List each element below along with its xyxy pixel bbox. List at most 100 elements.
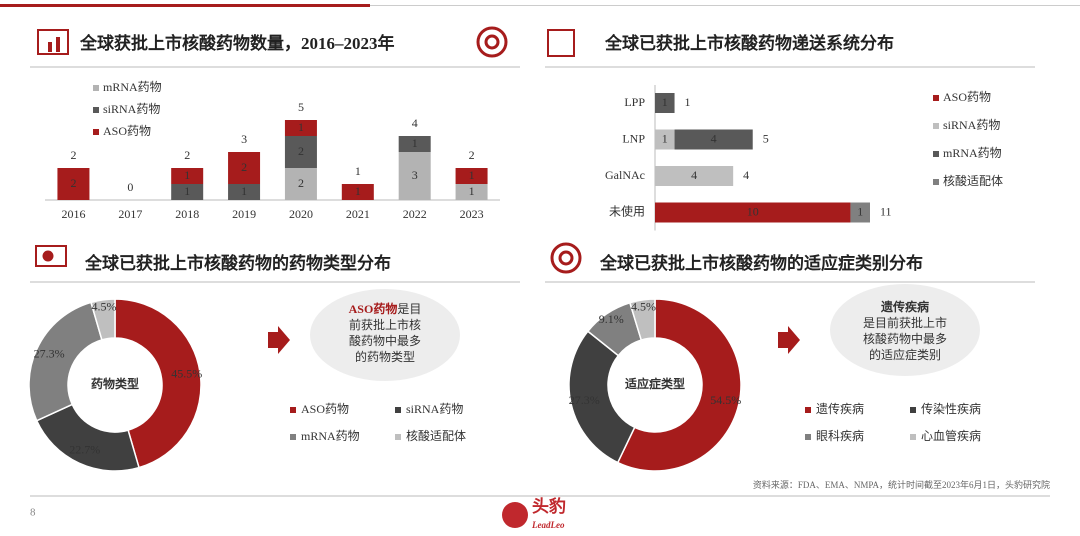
legend-label: 眼科疾病 — [816, 428, 864, 443]
bar-segment — [284, 136, 317, 168]
x-tick-label: 2019 — [232, 207, 256, 221]
legend-marker — [805, 434, 811, 440]
legend-label: 传染性疾病 — [921, 401, 981, 416]
donut-segment — [28, 301, 103, 422]
legend-marker — [933, 151, 939, 157]
logo-mark — [502, 502, 528, 528]
legend-marker — [93, 85, 99, 91]
section-title: 全球获批上市核酸药物数量，2016–2023年 — [79, 33, 395, 53]
total-label: 2 — [70, 148, 76, 162]
data-label: 27.3% — [569, 393, 600, 407]
legend-marker — [933, 123, 939, 129]
bar-segment — [850, 202, 870, 223]
donut-segment — [628, 298, 656, 341]
icon-bar — [56, 37, 60, 52]
bar-segment — [398, 136, 431, 152]
x-tick-label: 2016 — [61, 207, 85, 221]
icon-target — [484, 34, 500, 50]
data-label: 1 — [662, 95, 668, 109]
callout-text: 前获批上市核 — [349, 317, 421, 332]
data-label: 1 — [412, 136, 418, 150]
y-tick-label: LPP — [624, 95, 645, 109]
data-label: 27.3% — [34, 347, 65, 361]
bar-segment — [455, 184, 488, 200]
total-label: 1 — [355, 164, 361, 178]
data-label: 2 — [70, 176, 76, 190]
legend-marker — [395, 407, 401, 413]
callout-text: 的适应症类别 — [869, 347, 941, 362]
x-tick-label: 2021 — [346, 207, 370, 221]
legend-marker — [395, 434, 401, 440]
legend-marker — [290, 434, 296, 440]
icon-pie — [42, 250, 54, 262]
x-tick-label: 2017 — [118, 207, 142, 221]
donut-segment — [568, 330, 636, 464]
callout-line: 是目 — [397, 302, 421, 316]
arrow — [268, 326, 290, 354]
bar-segment — [228, 152, 261, 184]
section-title: 全球已获批上市核酸药物递送系统分布 — [604, 33, 894, 53]
callout-text: 遗传疾病 — [880, 299, 929, 314]
legend-marker — [93, 107, 99, 113]
legend-marker — [910, 434, 916, 440]
legend-label: siRNA药物 — [406, 402, 463, 416]
bar-segment — [171, 168, 204, 184]
data-label: 4 — [691, 168, 697, 182]
legend-label: mRNA药物 — [103, 80, 162, 94]
legend-marker — [93, 129, 99, 135]
x-tick-label: 2020 — [289, 207, 313, 221]
callout-text: 核酸药物中最多 — [863, 331, 947, 346]
callout-highlight: ASO药物 — [349, 301, 398, 316]
data-label: 4 — [711, 131, 717, 145]
section-title: 全球已获批上市核酸药物的适应症类别分布 — [599, 253, 923, 273]
data-label: 1 — [184, 184, 190, 198]
bar-segment — [284, 168, 317, 200]
total-label: 5 — [298, 100, 304, 114]
total-label: 4 — [743, 168, 749, 182]
data-label: 2 — [298, 176, 304, 190]
legend-marker — [933, 179, 939, 185]
legend-label: 心血管疾病 — [921, 428, 981, 443]
x-tick-label: 2018 — [175, 207, 199, 221]
legend-label: mRNA药物 — [943, 146, 1002, 160]
legend-label: siRNA药物 — [103, 102, 160, 116]
donut-segment — [616, 298, 742, 472]
icon-board — [35, 245, 67, 267]
data-label: 2 — [298, 144, 304, 158]
legend-marker — [805, 407, 811, 413]
bar-segment — [655, 129, 675, 150]
callout-text: 是目前获批上市 — [863, 315, 947, 330]
icon-target — [476, 26, 508, 58]
legend-marker — [910, 407, 916, 413]
legend-label: 遗传疾病 — [816, 401, 864, 416]
legend-label: mRNA药物 — [301, 429, 360, 443]
legend-marker — [933, 95, 939, 101]
center-label: 适应症类型 — [625, 376, 685, 391]
total-label: 1 — [685, 95, 691, 109]
total-label: 2 — [184, 148, 190, 162]
legend-marker — [290, 407, 296, 413]
section-title: 全球已获批上市核酸药物的药物类型分布 — [84, 253, 391, 273]
data-label: 45.5% — [171, 367, 202, 381]
page-number: 8 — [30, 507, 36, 519]
data-label: 4.5% — [92, 300, 117, 314]
arrow — [778, 326, 800, 354]
data-label: 1 — [184, 168, 190, 182]
legend-label: ASO药物 — [943, 90, 991, 104]
bar-segment — [398, 152, 431, 200]
total-label: 3 — [241, 132, 247, 146]
logo-cn: 头豹 — [532, 496, 566, 516]
top-line — [370, 5, 1080, 6]
data-label: 10 — [747, 204, 759, 218]
y-tick-label: 未使用 — [609, 203, 645, 218]
donut-segment — [90, 298, 116, 341]
bar-segment — [284, 120, 317, 136]
bar-segment — [228, 184, 261, 200]
bar-segment — [655, 202, 851, 223]
data-label: 22.7% — [69, 443, 100, 457]
total-label: 4 — [412, 116, 418, 130]
icon-target — [558, 250, 574, 266]
bar-segment — [57, 168, 90, 200]
